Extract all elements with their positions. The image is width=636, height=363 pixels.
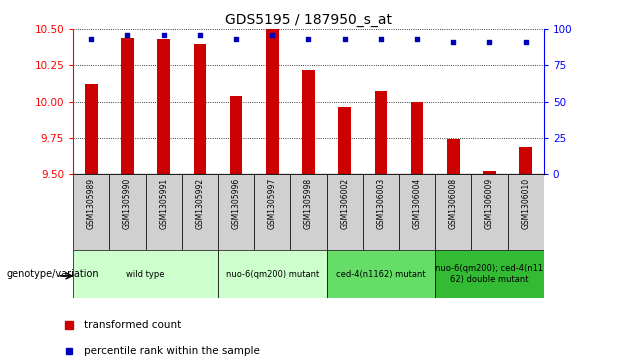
FancyBboxPatch shape bbox=[291, 174, 326, 250]
Bar bbox=[338, 107, 351, 174]
FancyBboxPatch shape bbox=[471, 174, 508, 250]
FancyBboxPatch shape bbox=[326, 174, 363, 250]
Point bbox=[122, 32, 132, 38]
Point bbox=[267, 32, 277, 38]
FancyBboxPatch shape bbox=[435, 250, 544, 298]
Point bbox=[521, 39, 531, 45]
FancyBboxPatch shape bbox=[254, 174, 291, 250]
Point bbox=[376, 36, 386, 42]
Text: GSM1305991: GSM1305991 bbox=[159, 178, 168, 229]
Text: nuo-6(qm200); ced-4(n11
62) double mutant: nuo-6(qm200); ced-4(n11 62) double mutan… bbox=[436, 264, 544, 284]
Point bbox=[231, 36, 241, 42]
Text: GSM1305989: GSM1305989 bbox=[86, 178, 96, 229]
Bar bbox=[230, 96, 242, 174]
Bar bbox=[411, 102, 424, 174]
Bar bbox=[483, 171, 496, 174]
Point bbox=[448, 39, 459, 45]
FancyBboxPatch shape bbox=[218, 250, 326, 298]
Text: GSM1305997: GSM1305997 bbox=[268, 178, 277, 229]
FancyBboxPatch shape bbox=[326, 250, 435, 298]
Point bbox=[195, 32, 205, 38]
Point bbox=[158, 32, 169, 38]
FancyBboxPatch shape bbox=[146, 174, 182, 250]
Text: GSM1306002: GSM1306002 bbox=[340, 178, 349, 229]
Bar bbox=[193, 44, 206, 174]
Text: GSM1306008: GSM1306008 bbox=[449, 178, 458, 229]
Bar bbox=[447, 139, 460, 174]
Title: GDS5195 / 187950_s_at: GDS5195 / 187950_s_at bbox=[225, 13, 392, 26]
Text: wild type: wild type bbox=[127, 270, 165, 278]
FancyBboxPatch shape bbox=[399, 174, 435, 250]
FancyBboxPatch shape bbox=[73, 174, 109, 250]
Bar bbox=[302, 70, 315, 174]
Bar bbox=[121, 38, 134, 174]
FancyBboxPatch shape bbox=[363, 174, 399, 250]
Point bbox=[412, 36, 422, 42]
Text: transformed count: transformed count bbox=[84, 320, 181, 330]
Text: GSM1305996: GSM1305996 bbox=[232, 178, 240, 229]
Point bbox=[340, 36, 350, 42]
Text: genotype/variation: genotype/variation bbox=[6, 269, 99, 279]
FancyBboxPatch shape bbox=[435, 174, 471, 250]
Text: nuo-6(qm200) mutant: nuo-6(qm200) mutant bbox=[226, 270, 319, 278]
Text: GSM1306010: GSM1306010 bbox=[521, 178, 530, 229]
Bar bbox=[266, 29, 279, 174]
Text: GSM1306004: GSM1306004 bbox=[413, 178, 422, 229]
Bar bbox=[85, 84, 97, 174]
FancyBboxPatch shape bbox=[182, 174, 218, 250]
Point bbox=[86, 36, 96, 42]
Text: GSM1305998: GSM1305998 bbox=[304, 178, 313, 229]
Text: GSM1305990: GSM1305990 bbox=[123, 178, 132, 229]
Point bbox=[303, 36, 314, 42]
Bar bbox=[375, 91, 387, 174]
Point bbox=[485, 39, 495, 45]
FancyBboxPatch shape bbox=[508, 174, 544, 250]
Text: GSM1306003: GSM1306003 bbox=[377, 178, 385, 229]
Text: GSM1306009: GSM1306009 bbox=[485, 178, 494, 229]
FancyBboxPatch shape bbox=[109, 174, 146, 250]
Text: ced-4(n1162) mutant: ced-4(n1162) mutant bbox=[336, 270, 425, 278]
FancyBboxPatch shape bbox=[218, 174, 254, 250]
FancyBboxPatch shape bbox=[73, 250, 218, 298]
Text: GSM1305992: GSM1305992 bbox=[195, 178, 204, 229]
Text: percentile rank within the sample: percentile rank within the sample bbox=[84, 346, 260, 356]
Bar bbox=[520, 147, 532, 174]
Bar bbox=[157, 39, 170, 174]
